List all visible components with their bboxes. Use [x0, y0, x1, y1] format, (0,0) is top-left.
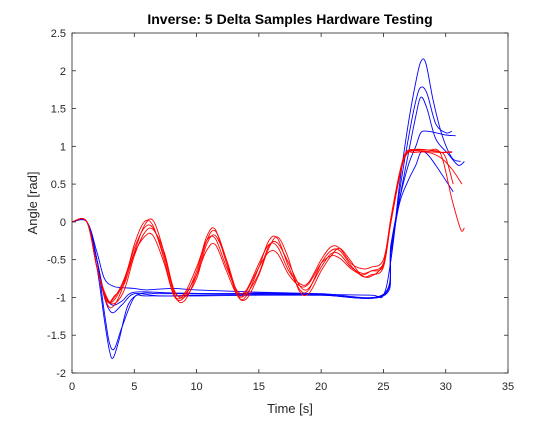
y-tick-label: -1 [56, 292, 66, 304]
y-axis-label: Angle [rad] [25, 172, 40, 235]
red-series-line-10 [71, 149, 452, 304]
series-layer [71, 58, 465, 359]
x-tick-label: 30 [440, 381, 452, 393]
x-tick-label: 25 [377, 381, 389, 393]
x-tick-label: 10 [190, 381, 202, 393]
x-tick-label: 35 [502, 381, 514, 393]
y-axis: -2 -1.5 -1 -0.5 0 0.5 1 1.5 2 2.5 [47, 28, 508, 380]
y-tick-label: 2 [60, 66, 66, 78]
y-tick-label: 0.5 [51, 179, 66, 191]
blue-series-line-1 [71, 58, 461, 359]
x-tick-label: 0 [69, 381, 75, 393]
y-tick-label: 0 [60, 217, 66, 229]
red-series-line-6 [71, 149, 454, 304]
y-tick-label: 2.5 [51, 28, 66, 40]
blue-series-line-5 [71, 151, 454, 299]
red-series-line-7 [71, 148, 465, 309]
x-axis: 0 5 10 15 20 25 30 35 [69, 33, 514, 393]
blue-series-line-2 [71, 86, 453, 351]
x-tick-label: 20 [315, 381, 327, 393]
y-tick-label: 1.5 [51, 104, 66, 116]
plot-area-frame [71, 32, 509, 374]
y-tick-label: -2 [56, 368, 66, 380]
x-tick-label: 5 [131, 381, 137, 393]
x-tick-label: 15 [253, 381, 265, 393]
x-axis-label: Time [s] [267, 401, 313, 416]
red-series-line-9 [71, 151, 463, 304]
y-tick-label: -0.5 [47, 255, 66, 267]
y-tick-label: -1.5 [47, 330, 66, 342]
y-tick-label: 1 [60, 141, 66, 153]
chart-title: Inverse: 5 Delta Samples Hardware Testin… [147, 11, 432, 27]
blue-series-line-3 [71, 96, 465, 314]
blue-series-line-4 [71, 130, 456, 306]
